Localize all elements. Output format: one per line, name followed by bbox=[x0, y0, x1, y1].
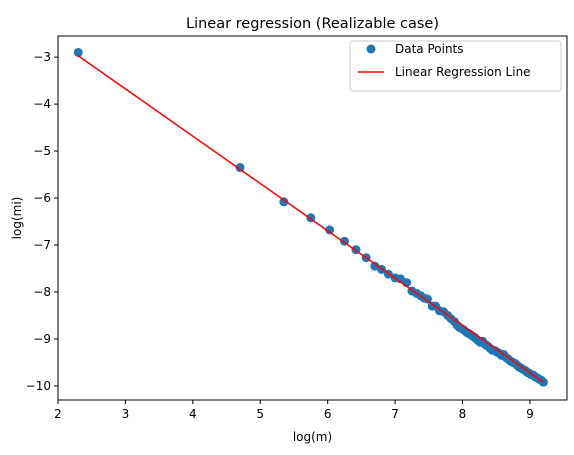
x-tick-label: 6 bbox=[324, 407, 332, 421]
data-point bbox=[235, 163, 245, 173]
x-tick-label: 9 bbox=[526, 407, 534, 421]
legend-label-regression-line: Linear Regression Line bbox=[395, 65, 531, 79]
data-point bbox=[422, 294, 432, 304]
x-axis-ticks: 2 3 4 5 6 7 8 9 bbox=[54, 400, 534, 421]
y-tick-label: −5 bbox=[33, 144, 51, 158]
x-tick-label: 4 bbox=[189, 407, 197, 421]
y-axis-label: log(mi) bbox=[10, 197, 24, 240]
y-tick-label: −3 bbox=[33, 50, 51, 64]
data-point bbox=[370, 261, 380, 271]
legend-box bbox=[349, 40, 562, 92]
y-tick-label: −7 bbox=[33, 238, 51, 252]
plot-area bbox=[73, 47, 548, 387]
x-tick-label: 8 bbox=[459, 407, 467, 421]
legend-label-data-points: Data Points bbox=[395, 42, 464, 56]
y-tick-label: −8 bbox=[33, 285, 51, 299]
y-tick-label: −4 bbox=[33, 97, 51, 111]
legend: Data Points Linear Regression Line bbox=[349, 40, 562, 92]
y-tick-label: −9 bbox=[33, 332, 51, 346]
regression-line bbox=[77, 55, 544, 383]
chart-title: Linear regression (Realizable case) bbox=[186, 16, 439, 32]
y-tick-label: −10 bbox=[26, 379, 51, 393]
data-point bbox=[279, 197, 289, 207]
x-axis-label: log(m) bbox=[293, 430, 332, 444]
data-point bbox=[73, 47, 83, 57]
legend-marker-data-points bbox=[366, 44, 376, 54]
x-tick-label: 2 bbox=[54, 407, 62, 421]
data-point bbox=[325, 225, 335, 235]
axes-frame bbox=[57, 35, 568, 401]
x-tick-label: 5 bbox=[256, 407, 264, 421]
x-tick-label: 3 bbox=[122, 407, 130, 421]
x-tick-label: 7 bbox=[391, 407, 399, 421]
y-axis-ticks: −3 −4 −5 −6 −7 −8 −9 −10 bbox=[26, 50, 58, 393]
y-tick-label: −6 bbox=[33, 191, 51, 205]
